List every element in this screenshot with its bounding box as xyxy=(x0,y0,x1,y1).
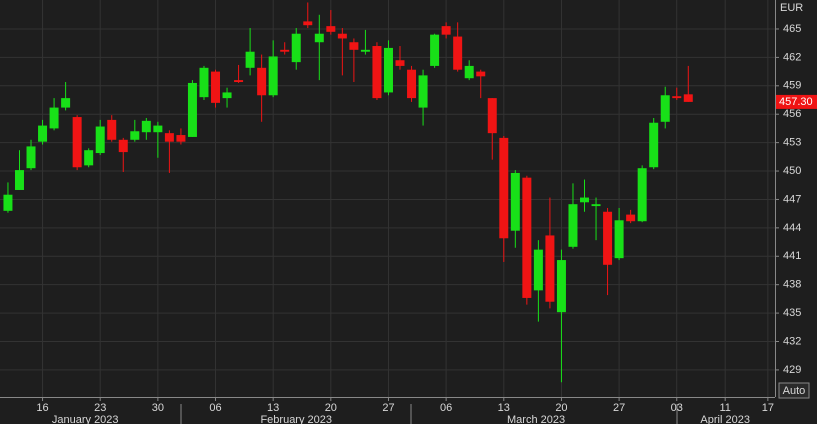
candle-body xyxy=(61,98,71,108)
candle-body xyxy=(234,80,244,83)
candle-body xyxy=(499,137,509,239)
auto-button[interactable] xyxy=(778,382,810,399)
candle-body xyxy=(95,126,105,154)
candle-body xyxy=(487,98,497,134)
candle-body xyxy=(141,120,151,133)
candle-body xyxy=(245,51,255,68)
candle-body xyxy=(683,94,693,102)
y-tick-label: 447 xyxy=(783,193,801,205)
candle-body xyxy=(614,220,624,259)
y-tick-label: 456 xyxy=(783,108,801,120)
candle-body xyxy=(464,65,474,79)
candle-body xyxy=(591,204,601,207)
y-tick-label: 444 xyxy=(783,222,801,234)
candle-body xyxy=(418,75,428,108)
candle-body xyxy=(441,26,451,35)
candle-body xyxy=(49,107,59,129)
candle-body xyxy=(453,36,463,70)
candle-body xyxy=(580,197,590,203)
month-label: February 2023 xyxy=(260,414,332,424)
candle-body xyxy=(38,125,48,142)
x-tick-label: 23 xyxy=(94,402,106,414)
candle-body xyxy=(164,133,174,142)
y-tick-label: 432 xyxy=(783,335,801,347)
candle-body xyxy=(383,47,393,93)
candle-body xyxy=(430,34,440,66)
candle-body xyxy=(476,71,486,77)
x-tick-label: 27 xyxy=(382,402,394,414)
x-tick-label: 17 xyxy=(762,402,774,414)
y-tick-label: 429 xyxy=(783,364,801,376)
month-label: January 2023 xyxy=(52,414,119,424)
candle-body xyxy=(84,150,94,166)
x-tick-label: 20 xyxy=(325,402,337,414)
candle-body xyxy=(326,26,336,32)
candle-body xyxy=(603,211,613,265)
candle-body xyxy=(649,122,659,168)
candle-body xyxy=(268,56,278,96)
candle-body xyxy=(533,249,543,291)
candle-body xyxy=(522,177,532,298)
x-tick-label: 11 xyxy=(719,402,730,414)
month-label: April 2023 xyxy=(700,414,750,424)
x-tick-label: 27 xyxy=(613,402,625,414)
candle-body xyxy=(637,168,647,222)
y-tick-label: 465 xyxy=(783,23,801,35)
candle-body xyxy=(407,69,417,99)
auto-button-label[interactable]: Auto xyxy=(783,385,806,397)
x-tick-label: 16 xyxy=(36,402,48,414)
candle-body xyxy=(72,117,82,168)
candle-body xyxy=(349,42,359,50)
y-tick-label: 450 xyxy=(783,165,801,177)
month-label: March 2023 xyxy=(507,414,565,424)
last-price-box xyxy=(776,94,817,109)
candle-body xyxy=(626,214,636,222)
candle-body xyxy=(176,135,186,142)
candle-body xyxy=(556,260,566,313)
candle-body xyxy=(291,33,301,63)
candle-body xyxy=(14,170,24,190)
candle-body xyxy=(568,204,578,247)
candle-body xyxy=(337,33,347,39)
candle-body xyxy=(360,49,370,52)
candle-body xyxy=(257,67,267,96)
y-tick-label: 435 xyxy=(783,307,801,319)
y-tick-label: 453 xyxy=(783,137,801,149)
x-tick-label: 13 xyxy=(498,402,510,414)
candle-body xyxy=(303,21,313,26)
candle-body xyxy=(211,71,221,103)
candle-body xyxy=(545,235,555,302)
y-tick-label: 459 xyxy=(783,80,801,92)
candle-body xyxy=(280,49,290,52)
y-tick-label: 438 xyxy=(783,279,801,291)
candle-body xyxy=(372,46,382,99)
currency-label: EUR xyxy=(780,2,803,14)
y-tick-label: 462 xyxy=(783,51,801,63)
candle-body xyxy=(510,172,520,231)
candle-body xyxy=(314,33,324,43)
x-tick-label: 30 xyxy=(152,402,164,414)
candle-body xyxy=(130,131,140,140)
x-tick-label: 06 xyxy=(209,402,221,414)
x-tick-label: 13 xyxy=(267,402,279,414)
x-tick-label: 06 xyxy=(440,402,452,414)
candle-body xyxy=(672,96,682,99)
candle-body xyxy=(3,194,13,211)
candle-body xyxy=(660,95,670,122)
x-tick-label: 20 xyxy=(555,402,567,414)
candle-body xyxy=(153,125,163,133)
candle-body xyxy=(222,92,232,99)
candle-body xyxy=(199,67,209,98)
last-price-label: 457.30 xyxy=(779,96,813,108)
candle-body xyxy=(118,139,128,153)
candle-body xyxy=(187,82,197,137)
candle-body xyxy=(395,60,405,66)
x-tick-label: 03 xyxy=(671,402,683,414)
y-tick-label: 441 xyxy=(783,250,801,262)
candle-body xyxy=(26,146,36,169)
candle-body xyxy=(107,119,117,140)
